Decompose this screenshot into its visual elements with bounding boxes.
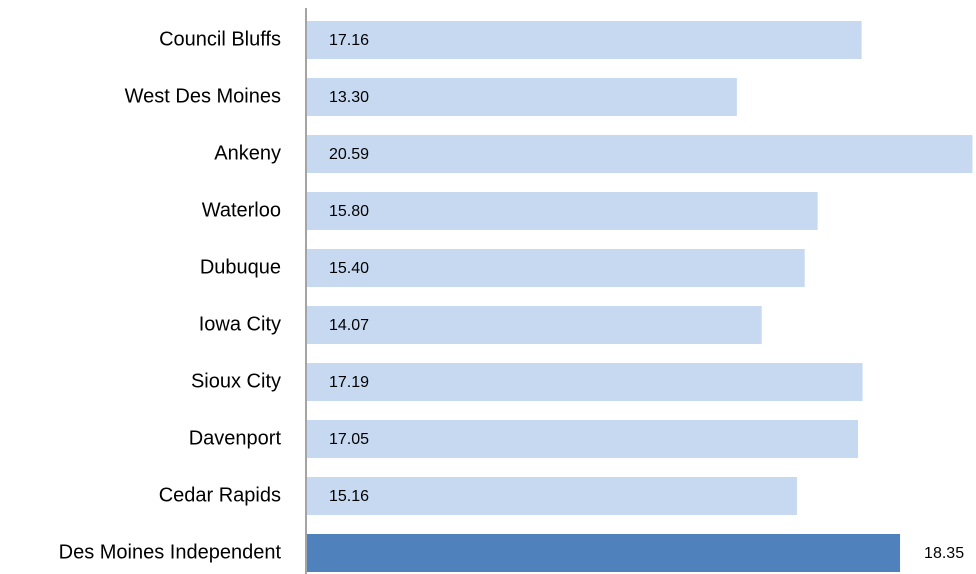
category-label: Dubuque <box>200 256 281 278</box>
category-label: Sioux City <box>191 370 281 392</box>
value-label: 14.07 <box>329 317 369 334</box>
category-label: Des Moines Independent <box>59 541 282 563</box>
category-label: Ankeny <box>214 142 281 164</box>
bar <box>307 306 762 344</box>
bar <box>307 249 805 287</box>
bar <box>307 477 797 515</box>
category-label: Cedar Rapids <box>159 484 281 506</box>
bar <box>307 135 973 173</box>
category-label: Council Bluffs <box>159 28 281 50</box>
category-label: Davenport <box>189 427 282 449</box>
value-label: 18.35 <box>924 545 964 562</box>
category-label: West Des Moines <box>125 85 281 107</box>
value-label: 20.59 <box>329 146 369 163</box>
value-label: 15.40 <box>329 260 369 277</box>
bar <box>307 192 818 230</box>
category-label: Iowa City <box>199 313 281 335</box>
bar <box>307 420 859 458</box>
bar <box>307 534 901 572</box>
category-label: Waterloo <box>202 199 281 221</box>
bar <box>307 21 862 59</box>
value-label: 17.05 <box>329 431 369 448</box>
value-label: 15.80 <box>329 203 369 220</box>
value-label: 15.16 <box>329 488 369 505</box>
bar <box>307 78 737 116</box>
value-label: 17.19 <box>329 374 369 391</box>
value-label: 13.30 <box>329 89 369 106</box>
value-label: 17.16 <box>329 32 369 49</box>
bar <box>307 363 863 401</box>
